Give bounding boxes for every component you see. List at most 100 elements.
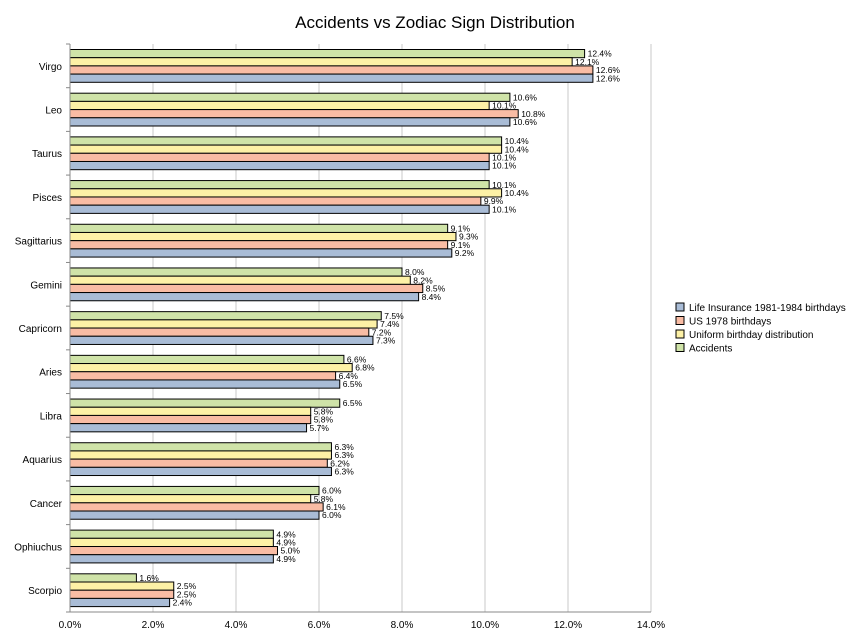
bar	[69, 275, 411, 285]
x-tick-label: 0.0%	[59, 620, 82, 631]
bar	[69, 354, 345, 365]
bar	[69, 292, 420, 302]
bar-value-label: 1.6%	[139, 573, 159, 583]
bar-value-label: 6.8%	[355, 363, 375, 373]
bar-value-label: 6.2%	[330, 458, 350, 468]
legend-swatch	[675, 343, 685, 352]
bar-value-label: 9.9%	[484, 196, 504, 206]
category-label: Capricorn	[19, 324, 62, 335]
bar	[69, 537, 274, 548]
bar	[69, 231, 457, 242]
bar-value-label: 10.8%	[521, 109, 546, 119]
bar-value-label: 6.0%	[322, 486, 342, 496]
bar	[69, 204, 490, 214]
bar	[69, 65, 594, 75]
bar	[69, 406, 312, 416]
bar-value-label: 5.8%	[314, 494, 334, 504]
legend-label: Life Insurance 1981-1984 birthdays	[689, 303, 846, 314]
bar	[69, 423, 308, 433]
bar	[69, 152, 490, 162]
bar-value-label: 6.3%	[334, 450, 354, 460]
category-label: Sagittarius	[15, 237, 62, 248]
bar	[69, 100, 490, 111]
category-label: Leo	[45, 106, 62, 117]
x-tick-label: 4.0%	[225, 620, 248, 631]
bar	[69, 450, 332, 460]
bar	[69, 494, 312, 504]
bar	[69, 117, 511, 127]
bar-value-label: 6.3%	[334, 442, 354, 452]
legend-swatch	[675, 316, 685, 325]
bar	[69, 589, 175, 599]
bar	[69, 502, 324, 512]
bar	[69, 363, 353, 373]
bar	[69, 335, 374, 345]
bar	[69, 554, 274, 564]
bar	[69, 240, 449, 250]
bar	[69, 92, 511, 102]
bar-value-label: 10.1%	[492, 101, 517, 111]
bar	[69, 398, 341, 408]
x-tick-label: 12.0%	[554, 620, 582, 631]
bar-value-label: 10.4%	[505, 136, 530, 146]
bar-value-label: 9.1%	[451, 223, 471, 233]
bar-value-label: 8.5%	[426, 284, 446, 294]
bar	[69, 311, 382, 321]
bar-value-label: 4.9%	[276, 538, 296, 548]
bar	[69, 458, 328, 468]
legend-label: US 1978 birthdays	[689, 317, 771, 328]
bar-value-label: 10.1%	[492, 204, 517, 214]
bar	[69, 546, 278, 556]
bar	[69, 529, 274, 539]
category-label: Aquarius	[23, 455, 62, 466]
bar-value-label: 5.0%	[281, 546, 301, 556]
bar-value-label: 4.9%	[276, 554, 296, 564]
axes: 0.0% 2.0% 4.0% 6.0% 8.0% 10.0% 12.0% 14.0% Virgo…	[14, 43, 665, 631]
bar	[69, 73, 594, 83]
bar-value-label: 10.1%	[492, 180, 517, 190]
bar-value-label: 5.8%	[314, 406, 334, 416]
bar	[69, 57, 573, 67]
bar-value-label: 9.2%	[455, 248, 475, 258]
bar	[69, 371, 337, 381]
bar-value-label: 7.5%	[384, 311, 404, 321]
bar-value-label: 9.3%	[459, 232, 479, 242]
bar-value-label: 6.5%	[343, 379, 363, 389]
bar	[69, 442, 332, 452]
category-label: Virgo	[39, 62, 63, 73]
bar-value-label: 8.4%	[422, 292, 442, 302]
category-label: Ophiuchus	[14, 542, 62, 553]
bar	[69, 283, 424, 294]
bar	[69, 196, 482, 206]
category-label: Cancer	[30, 499, 63, 510]
bar-value-label: 10.1%	[492, 152, 517, 162]
bar-value-label: 12.6%	[596, 73, 621, 83]
bar	[69, 581, 175, 591]
bar	[69, 248, 453, 258]
bar	[69, 597, 171, 608]
bar	[69, 466, 332, 477]
bar-value-label: 7.2%	[372, 327, 392, 337]
bar-value-label: 6.6%	[347, 355, 367, 365]
bar-value-label: 12.4%	[588, 49, 613, 59]
bar-value-label: 12.6%	[596, 65, 621, 75]
legend-swatch	[675, 329, 685, 339]
bar-value-label: 6.0%	[322, 510, 342, 520]
bar	[69, 267, 403, 277]
bar-value-label: 10.4%	[505, 144, 530, 154]
bar-value-label: 2.4%	[173, 598, 193, 608]
bar-value-label: 6.5%	[343, 398, 363, 408]
bar	[69, 379, 341, 389]
bar	[69, 180, 490, 190]
bar-value-label: 8.0%	[405, 267, 425, 277]
bar-value-label: 5.8%	[314, 415, 334, 425]
category-label: Gemini	[30, 280, 62, 291]
bar	[69, 49, 586, 59]
x-tick-label: 2.0%	[142, 620, 165, 631]
x-tick-label: 10.0%	[471, 620, 499, 631]
x-tick-label: 14.0%	[637, 620, 665, 631]
bar	[69, 510, 320, 520]
bar	[69, 144, 503, 154]
bar	[69, 573, 137, 583]
bar-value-label: 2.5%	[177, 581, 197, 591]
